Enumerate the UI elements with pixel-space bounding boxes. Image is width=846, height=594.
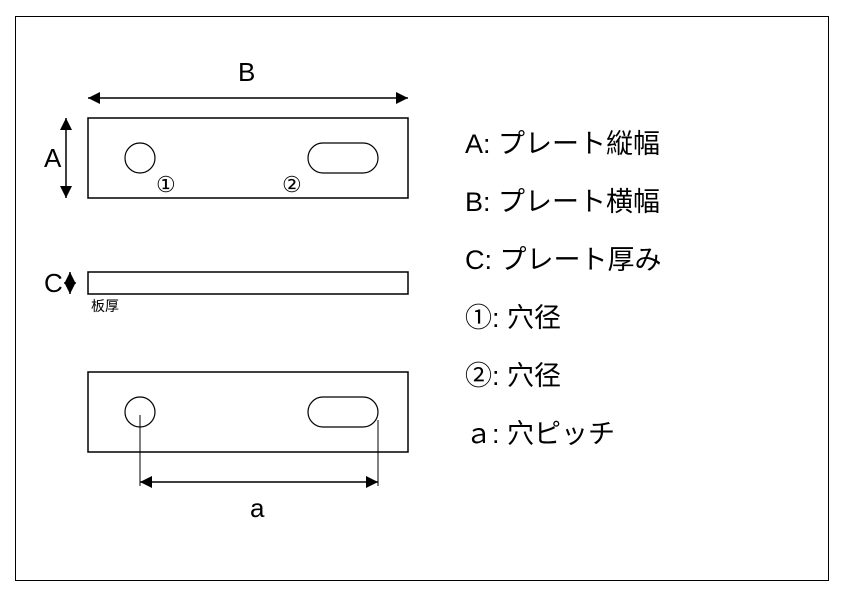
legend-item: ②: 穴径 <box>465 354 561 393</box>
legend-text: 穴径 <box>507 303 561 333</box>
legend-text: 穴径 <box>507 361 561 391</box>
legend-key: B <box>465 187 483 217</box>
dim-label-b: B <box>238 57 255 88</box>
legend-key: ① <box>465 303 492 333</box>
callout-1: ① <box>156 172 176 198</box>
legend-key: ａ <box>465 419 492 449</box>
callout-2: ② <box>282 172 302 198</box>
dim-label-a-lower: a <box>250 493 264 524</box>
technical-drawing <box>0 0 846 594</box>
legend-sep: : <box>492 419 507 449</box>
legend-key: ② <box>465 361 492 391</box>
legend-item: A: プレート縦幅 <box>465 122 660 161</box>
legend-text: プレート厚み <box>500 245 662 275</box>
legend-item: C: プレート厚み <box>465 238 662 277</box>
legend-item: ａ: 穴ピッチ <box>465 412 615 451</box>
thickness-label: 板厚 <box>91 296 119 316</box>
dim-label-a-upper: A <box>44 143 61 174</box>
legend-sep: : <box>483 187 498 217</box>
legend-text: プレート横幅 <box>498 187 660 217</box>
legend-sep: : <box>492 361 507 391</box>
legend-text: 穴ピッチ <box>507 419 615 449</box>
legend-key: A <box>465 129 483 159</box>
dim-label-c: C <box>44 268 63 299</box>
legend-item: ①: 穴径 <box>465 296 561 335</box>
legend-text: プレート縦幅 <box>498 129 660 159</box>
legend-sep: : <box>492 303 507 333</box>
legend-sep: : <box>485 245 500 275</box>
legend-sep: : <box>483 129 498 159</box>
legend-item: B: プレート横幅 <box>465 180 660 219</box>
legend-key: C <box>465 245 485 275</box>
